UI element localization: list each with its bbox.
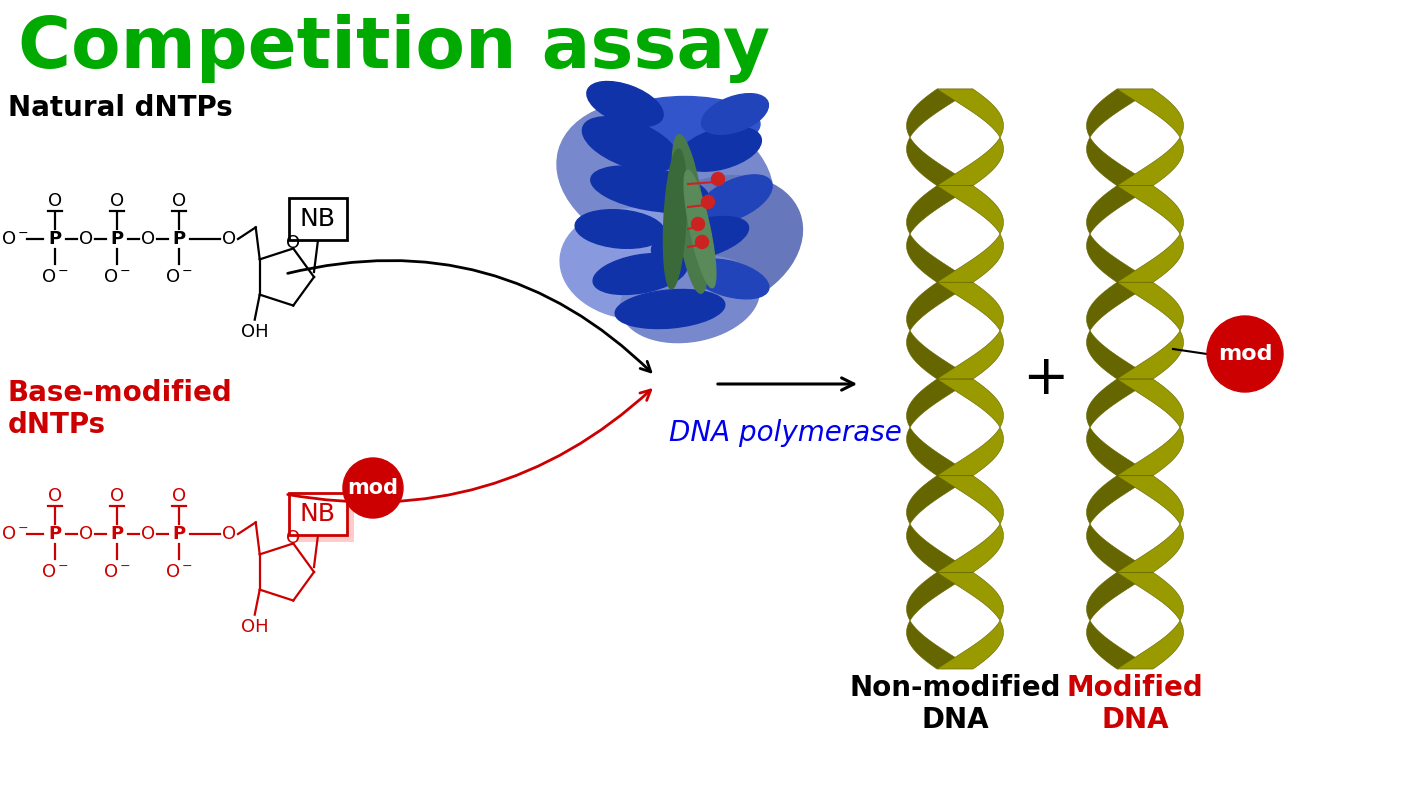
Ellipse shape xyxy=(701,94,768,134)
Ellipse shape xyxy=(684,170,715,288)
Polygon shape xyxy=(907,89,973,185)
Text: O: O xyxy=(80,230,92,248)
Circle shape xyxy=(1207,316,1283,392)
Polygon shape xyxy=(1086,185,1153,282)
Text: $\mathsf{O^-}$: $\mathsf{O^-}$ xyxy=(165,268,193,286)
Text: Non-modified
DNA: Non-modified DNA xyxy=(849,674,1061,735)
Text: O: O xyxy=(48,487,63,505)
Polygon shape xyxy=(1118,476,1183,572)
Text: OH: OH xyxy=(240,323,269,341)
FancyBboxPatch shape xyxy=(289,198,347,240)
Text: $\mathsf{O^-}$: $\mathsf{O^-}$ xyxy=(102,268,131,286)
Polygon shape xyxy=(1086,89,1153,185)
Circle shape xyxy=(711,173,724,185)
Text: NB: NB xyxy=(300,502,336,526)
Ellipse shape xyxy=(583,117,678,171)
Polygon shape xyxy=(1086,476,1153,572)
Text: mod: mod xyxy=(1217,344,1273,364)
Ellipse shape xyxy=(616,290,725,328)
Ellipse shape xyxy=(610,96,759,151)
Text: P: P xyxy=(48,230,61,248)
Text: DNA polymerase: DNA polymerase xyxy=(668,419,902,447)
Text: O: O xyxy=(286,234,300,252)
Polygon shape xyxy=(937,89,1004,185)
Circle shape xyxy=(691,218,704,230)
Text: O: O xyxy=(172,487,186,505)
FancyBboxPatch shape xyxy=(289,493,347,535)
Polygon shape xyxy=(937,282,1004,379)
Ellipse shape xyxy=(651,216,748,261)
Polygon shape xyxy=(907,185,973,282)
Text: P: P xyxy=(111,525,124,543)
Text: P: P xyxy=(172,230,185,248)
Text: O: O xyxy=(141,525,155,543)
Polygon shape xyxy=(1118,185,1183,282)
Text: Modified
DNA: Modified DNA xyxy=(1066,674,1203,735)
Text: O: O xyxy=(141,230,155,248)
Text: $\mathsf{O^-}$: $\mathsf{O^-}$ xyxy=(41,268,70,286)
Polygon shape xyxy=(907,573,973,669)
Polygon shape xyxy=(937,573,1004,669)
Polygon shape xyxy=(1118,89,1183,185)
Text: O: O xyxy=(48,192,63,210)
Text: Base-modified
dNTPs: Base-modified dNTPs xyxy=(9,379,233,439)
Polygon shape xyxy=(1118,282,1183,379)
Ellipse shape xyxy=(678,127,761,171)
Circle shape xyxy=(343,458,402,518)
Ellipse shape xyxy=(587,81,663,126)
Text: O: O xyxy=(109,487,124,505)
Polygon shape xyxy=(937,185,1004,282)
Text: P: P xyxy=(111,230,124,248)
Text: +: + xyxy=(1022,352,1068,406)
Text: NB: NB xyxy=(300,207,336,231)
Ellipse shape xyxy=(698,175,772,223)
Text: mod: mod xyxy=(347,478,398,498)
Polygon shape xyxy=(1086,282,1153,379)
Circle shape xyxy=(701,196,714,208)
Text: $\mathsf{O^-}$: $\mathsf{O^-}$ xyxy=(41,563,70,581)
Ellipse shape xyxy=(574,210,665,249)
Polygon shape xyxy=(937,476,1004,572)
FancyBboxPatch shape xyxy=(296,500,354,542)
FancyArrowPatch shape xyxy=(287,390,651,502)
Text: $\mathsf{O^-}$: $\mathsf{O^-}$ xyxy=(1,230,28,248)
Ellipse shape xyxy=(664,149,687,289)
Ellipse shape xyxy=(560,209,710,320)
Text: Natural dNTPs: Natural dNTPs xyxy=(9,94,233,122)
Text: $\mathsf{O^-}$: $\mathsf{O^-}$ xyxy=(165,563,193,581)
Circle shape xyxy=(695,235,708,249)
Polygon shape xyxy=(1086,573,1153,669)
FancyArrowPatch shape xyxy=(287,260,651,372)
Polygon shape xyxy=(937,379,1004,476)
Text: O: O xyxy=(109,192,124,210)
Text: P: P xyxy=(48,525,61,543)
Ellipse shape xyxy=(620,256,759,342)
Text: O: O xyxy=(80,525,92,543)
Text: O: O xyxy=(172,192,186,210)
Polygon shape xyxy=(1118,573,1183,669)
Text: O: O xyxy=(286,529,300,548)
Text: O: O xyxy=(222,230,236,248)
Text: P: P xyxy=(172,525,185,543)
Ellipse shape xyxy=(590,166,710,212)
Polygon shape xyxy=(907,379,973,476)
Ellipse shape xyxy=(673,135,708,294)
Polygon shape xyxy=(907,476,973,572)
Polygon shape xyxy=(1118,379,1183,476)
Ellipse shape xyxy=(627,176,802,312)
Polygon shape xyxy=(1086,379,1153,476)
Text: $\mathsf{O^-}$: $\mathsf{O^-}$ xyxy=(1,525,28,543)
Text: Competition assay: Competition assay xyxy=(18,14,769,83)
Text: OH: OH xyxy=(240,618,269,636)
Text: O: O xyxy=(222,525,236,543)
Text: $\mathsf{O^-}$: $\mathsf{O^-}$ xyxy=(102,563,131,581)
Ellipse shape xyxy=(593,253,687,294)
Ellipse shape xyxy=(691,259,769,299)
Polygon shape xyxy=(907,282,973,379)
Ellipse shape xyxy=(557,101,774,257)
